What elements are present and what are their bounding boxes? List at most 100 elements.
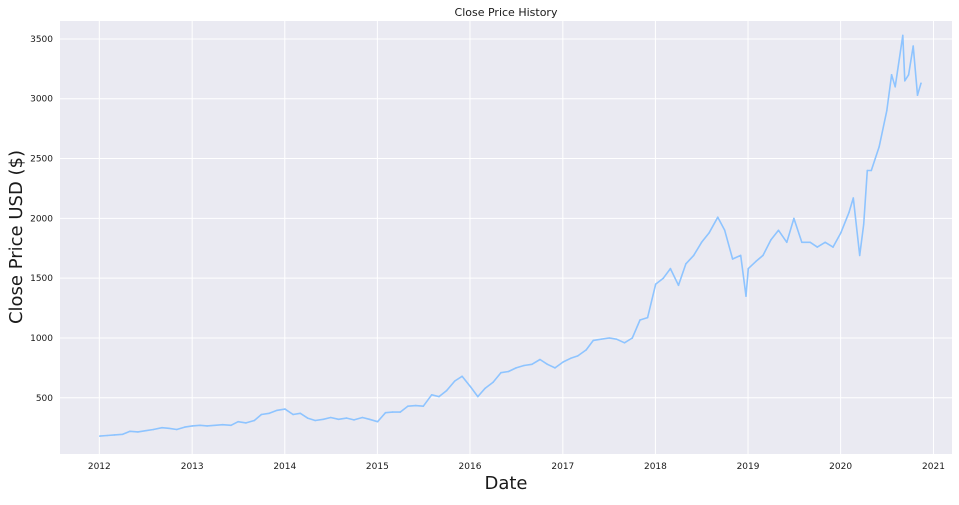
data-point	[577, 355, 579, 357]
x-tick-label: 2018	[644, 462, 667, 472]
data-point	[801, 241, 803, 244]
y-tick-labels: 500 1000 1500 2000 2500 3000 3500	[30, 35, 53, 404]
data-point	[840, 231, 842, 234]
y-tick-label: 2500	[30, 155, 53, 165]
data-point	[747, 267, 750, 270]
data-point	[600, 338, 602, 341]
data-point	[886, 109, 888, 112]
y-tick-label: 500	[36, 394, 53, 404]
x-tick-label: 2019	[737, 462, 760, 472]
data-point	[916, 94, 919, 96]
data-point	[507, 370, 510, 373]
data-point	[755, 260, 757, 263]
data-point	[623, 342, 626, 344]
data-point	[407, 405, 409, 408]
data-point	[515, 367, 517, 369]
data-point	[907, 74, 910, 76]
data-point	[531, 363, 533, 366]
data-point	[692, 254, 695, 257]
data-point	[832, 246, 834, 248]
data-point	[144, 429, 147, 432]
data-point	[585, 349, 587, 351]
data-point	[717, 216, 719, 218]
x-tick-label: 2014	[273, 462, 296, 472]
data-point	[184, 426, 186, 428]
data-point	[152, 428, 155, 431]
x-tick-label: 2020	[829, 462, 852, 472]
data-point	[539, 358, 541, 361]
data-point	[161, 426, 163, 429]
data-point	[762, 254, 764, 257]
y-tick-label: 3500	[30, 35, 53, 45]
data-point	[245, 422, 247, 424]
data-point	[276, 409, 279, 412]
series-layer	[99, 34, 922, 437]
data-point	[106, 434, 108, 437]
data-point	[862, 223, 865, 226]
data-point	[221, 423, 224, 426]
chart-title: Close Price History	[455, 6, 558, 19]
data-point	[337, 418, 340, 421]
data-point	[175, 428, 178, 431]
data-point	[214, 424, 216, 427]
data-point	[253, 419, 256, 422]
data-point	[454, 380, 456, 382]
plot-area	[60, 21, 952, 454]
data-point	[368, 418, 371, 421]
y-tick-label: 2000	[30, 214, 53, 224]
data-point	[113, 434, 116, 436]
data-point	[299, 412, 302, 415]
x-tick-label: 2015	[366, 462, 389, 472]
data-point	[816, 246, 819, 248]
x-tick-labels: 2012 2013 2014 2015 2016 2017 2018 2019 2020 2021	[88, 462, 945, 472]
data-point	[866, 169, 869, 172]
data-point	[191, 425, 194, 427]
y-tick-label: 1000	[30, 334, 53, 344]
data-point	[770, 239, 772, 241]
data-point	[745, 295, 747, 297]
x-tick-label: 2016	[459, 462, 482, 472]
data-point	[852, 197, 855, 199]
data-point	[314, 419, 317, 422]
data-point	[554, 367, 556, 369]
data-point	[399, 411, 402, 413]
data-point	[894, 86, 896, 88]
data-point	[445, 389, 448, 392]
data-point	[322, 418, 325, 421]
x-gridlines	[98, 21, 934, 454]
x-tick-label: 2012	[88, 462, 111, 472]
data-point	[414, 404, 417, 407]
data-point	[353, 419, 355, 421]
data-point	[306, 417, 309, 419]
data-point	[824, 241, 826, 244]
data-point	[858, 254, 861, 257]
y-axis-label: Close Price USD ($)	[6, 150, 27, 324]
x-tick-label: 2021	[922, 462, 945, 472]
y-gridlines	[60, 38, 952, 399]
data-point	[631, 337, 634, 339]
data-point	[137, 431, 139, 433]
data-point	[329, 416, 332, 419]
data-point	[492, 381, 494, 384]
data-point	[292, 413, 294, 416]
data-point	[685, 263, 687, 265]
data-point	[284, 408, 286, 410]
data-point	[268, 412, 271, 415]
data-point	[870, 169, 873, 172]
data-point	[777, 229, 780, 232]
data-point	[469, 386, 472, 388]
data-point	[646, 316, 649, 319]
close-price-line	[99, 34, 922, 437]
data-point	[199, 424, 201, 427]
data-point	[461, 375, 463, 378]
data-point	[848, 211, 850, 214]
x-tick-label: 2013	[181, 462, 204, 472]
data-point	[230, 424, 232, 427]
data-point	[438, 395, 440, 398]
y-tick-label: 3000	[30, 95, 53, 105]
data-point	[121, 433, 124, 436]
data-point	[793, 217, 795, 220]
data-point	[700, 241, 703, 244]
